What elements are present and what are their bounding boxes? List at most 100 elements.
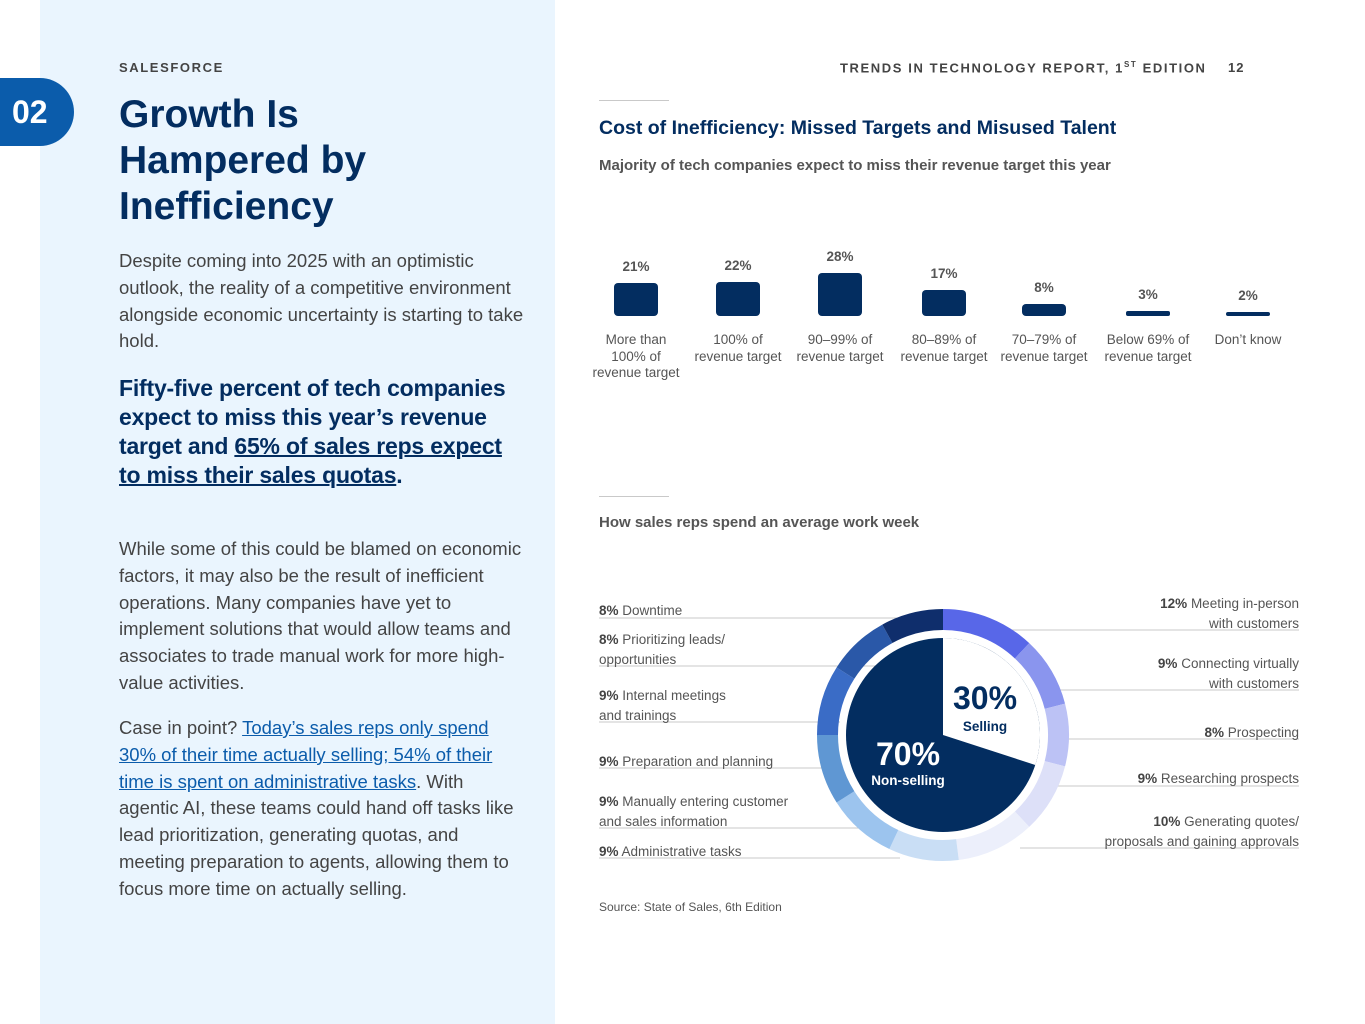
source-note: Source: State of Sales, 6th Edition — [599, 900, 782, 914]
divider — [599, 496, 669, 497]
chapter-badge: 02 — [0, 78, 74, 146]
case-paragraph: Case in point? Today’s sales reps only s… — [119, 715, 524, 903]
legend-line: 8% Prospecting — [1204, 725, 1299, 740]
donut-outer-segment — [1014, 643, 1066, 709]
bar-category-label: 100% of revenue target — [688, 332, 788, 365]
legend-percent: 9% — [1137, 771, 1158, 786]
legend-item: 9% Connecting virtually with customers — [1158, 654, 1299, 694]
donut-outer-segment — [817, 667, 855, 735]
callout-statement: Fifty-five percent of tech companies exp… — [119, 374, 519, 490]
page-headline: Growth Is Hampered by Inefficiency — [119, 92, 519, 230]
bar-category-line: 100% of — [611, 348, 661, 364]
legend-percent: 9% — [599, 754, 619, 769]
case-text: . With agentic AI, these teams could han… — [119, 770, 514, 899]
donut-outer-segment — [943, 609, 1030, 659]
bar-category-line: Below 69% of — [1106, 332, 1190, 347]
legend-line: and sales information — [599, 814, 728, 829]
bar-category-line: revenue target — [900, 348, 988, 364]
legend-line: 9% Manually entering customer — [599, 794, 789, 809]
bar — [716, 281, 760, 316]
legend-line: 8% Downtime — [599, 603, 683, 618]
legend-line: with customers — [1208, 616, 1299, 631]
bar-category-line: 90–99% of — [807, 332, 873, 347]
callout-underlined: 65% of sales reps expect to miss their s… — [119, 433, 502, 488]
bar-category-label: 80–89% of revenue target — [894, 332, 994, 365]
legend-percent: 9% — [599, 844, 619, 859]
legend-item: 8% Prioritizing leads/opportunities — [599, 630, 725, 670]
bar — [818, 272, 862, 316]
bar — [614, 283, 658, 316]
legend-percent: 10% — [1153, 814, 1181, 829]
bar-category-line: 80–89% of — [911, 332, 977, 347]
bar-category-line: revenue target — [796, 348, 884, 364]
divider — [599, 100, 669, 101]
donut-selling-slice — [943, 638, 1040, 765]
bar-chart-subtitle: Majority of tech companies expect to mis… — [599, 157, 1111, 174]
bar-category-line: 100% of — [713, 332, 763, 347]
legend-percent: 8% — [599, 603, 619, 618]
bar-category-label: 90–99% of revenue target — [790, 332, 890, 365]
body-paragraph: While some of this could be blamed on ec… — [119, 538, 522, 693]
legend-line: 12% Meeting in-person — [1160, 596, 1299, 611]
bar-category-label: 70–79% of revenue target — [994, 332, 1094, 365]
brand-label: SALESFORCE — [119, 60, 224, 75]
legend-item: 12% Meeting in-person with customers — [1160, 594, 1299, 634]
report-title-edition: EDITION — [1137, 60, 1207, 76]
donut-outer-segment — [1044, 703, 1069, 767]
legend-line: 9% Researching prospects — [1137, 771, 1299, 786]
donut-outer-segment — [956, 811, 1030, 861]
bar-value-label: 17% — [930, 265, 958, 281]
callout-text: Fifty-five percent of tech companies exp… — [119, 375, 506, 459]
legend-item: 8% Downtime — [599, 601, 682, 621]
bar-category-line: Don’t know — [1214, 332, 1282, 347]
donut-chart-subtitle: How sales reps spend an average work wee… — [599, 514, 920, 531]
callout-period: . — [396, 462, 403, 488]
report-title: TRENDS IN TECHNOLOGY REPORT, 1ST EDITION — [840, 60, 1207, 75]
donut-outer-segment — [889, 830, 959, 862]
legend-line: 9% Internal meetings — [599, 688, 726, 703]
intro-paragraph: Despite coming into 2025 with an optimis… — [119, 250, 524, 352]
legend-item: 9% Internal meetings and trainings — [599, 686, 726, 726]
report-title-sup: ST — [1123, 60, 1138, 69]
donut-outer-segment — [882, 609, 943, 643]
donut-outer-segment — [836, 624, 893, 679]
legend-line: 9% Administrative tasks — [599, 844, 742, 859]
page-number: 12 — [1228, 60, 1245, 75]
case-intro: Case in point? — [119, 717, 243, 738]
legend-item: 8% Prospecting — [1204, 723, 1299, 743]
case-link[interactable]: Today’s sales reps only spend 30% of the… — [119, 717, 493, 792]
bar-category-label: More than 100% of revenue target — [586, 332, 686, 382]
legend-line: 10% Generating quotes/ — [1153, 814, 1299, 829]
legend-item: 10% Generating quotes/proposals and gain… — [1105, 812, 1299, 852]
bar-category-line: revenue target — [1000, 348, 1088, 364]
legend-line: with customers — [1208, 676, 1299, 691]
bar-value-label: 3% — [1138, 287, 1158, 303]
left-panel — [40, 0, 555, 1024]
donut-outer-segment — [1014, 761, 1066, 827]
bar-category-line: revenue target — [592, 365, 680, 380]
legend-item: 9% Researching prospects — [1138, 769, 1299, 789]
legend-percent: 9% — [599, 794, 619, 809]
bar-value-label: 21% — [622, 259, 650, 275]
bar-value-label: 28% — [826, 248, 854, 264]
legend-line: 9% Preparation and planning — [599, 754, 774, 769]
legend-line: proposals and gaining approvals — [1104, 834, 1299, 849]
section-title: Cost of Inefficiency: Missed Targets and… — [599, 117, 1117, 139]
legend-item: 9% Administrative tasks — [599, 842, 742, 862]
bar — [922, 289, 966, 316]
headline-line: Hampered by — [119, 139, 367, 182]
bar — [1226, 312, 1270, 316]
headline-line: Inefficiency — [119, 185, 334, 228]
legend-line: and trainings — [599, 708, 677, 723]
bar-value-label: 8% — [1034, 279, 1054, 295]
report-title-text: TRENDS IN TECHNOLOGY REPORT, 1 — [840, 60, 1124, 76]
legend-line: opportunities — [599, 652, 677, 667]
legend-percent: 9% — [1157, 656, 1178, 671]
selling-percent: 30% — [953, 680, 1017, 716]
bar-category-line: More than — [605, 332, 667, 347]
donut-outer-segment — [836, 791, 899, 850]
bar — [1126, 311, 1170, 316]
bar-category-label: Below 69% of revenue target — [1098, 332, 1198, 365]
bar-category-line: revenue target — [694, 348, 782, 364]
